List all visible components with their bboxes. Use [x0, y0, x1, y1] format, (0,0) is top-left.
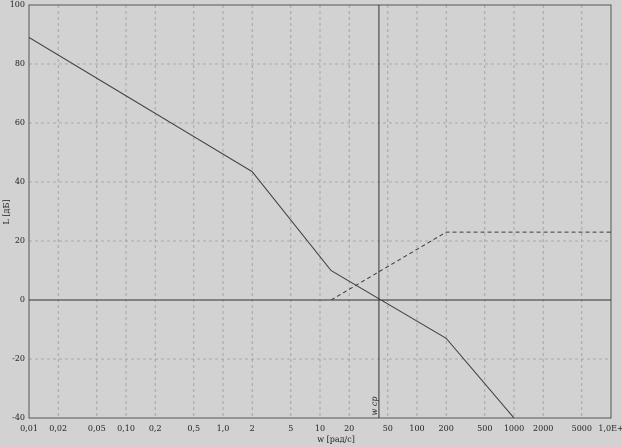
x-tick-label: 0,10: [117, 424, 135, 433]
crossover-label: w cp: [370, 397, 379, 416]
x-axis-label: w [рад/с]: [317, 435, 355, 444]
x-tick-label: 5: [288, 424, 293, 433]
y-tick-label: 80: [15, 59, 25, 68]
y-axis-label: L [дБ]: [2, 200, 11, 225]
y-tick-label: -40: [12, 413, 25, 422]
x-tick-label: 0,2: [149, 424, 162, 433]
y-tick-label: -20: [12, 354, 25, 363]
x-tick-label: 20: [344, 424, 354, 433]
x-tick-label: 1,0: [217, 424, 230, 433]
x-tick-label: 0,01: [20, 424, 38, 433]
plot-frame: [28, 4, 612, 419]
y-tick-label: 0: [20, 295, 25, 304]
x-tick-label: 2: [250, 424, 255, 433]
x-tick-label: 0,5: [187, 424, 200, 433]
x-tick-label: 100: [409, 424, 424, 433]
x-tick-label: 5000: [572, 424, 592, 433]
line-series: [28, 37, 515, 419]
x-tick-label: 0,02: [49, 424, 67, 433]
y-tick-label: 20: [15, 236, 25, 245]
x-tick-label: 50: [383, 424, 393, 433]
y-tick-label: 60: [15, 118, 25, 127]
x-tick-label: 2000: [533, 424, 553, 433]
x-tick-label: 10: [315, 424, 325, 433]
y-tick-label: 40: [15, 177, 25, 186]
x-tick-label: 500: [477, 424, 492, 433]
x-tick-label: 200: [439, 424, 454, 433]
x-tick-label: 1000: [504, 424, 524, 433]
y-tick-label: 100: [10, 0, 25, 9]
x-tick-label: 0,05: [88, 424, 106, 433]
line-series: [330, 231, 611, 301]
x-tick-label: 1,0E+: [598, 424, 622, 433]
